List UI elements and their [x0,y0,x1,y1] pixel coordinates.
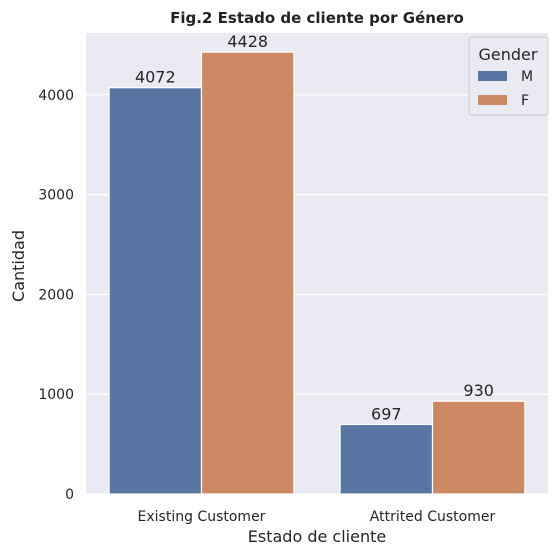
y-axis-ticks: 0 1000 2000 3000 4000 [38,88,74,503]
bar-F [200,51,295,495]
y-tick-label: 4000 [38,88,74,104]
legend-swatch-F [478,95,507,105]
x-tick-label: Existing Customer [138,509,266,525]
data-label: 697 [371,404,402,423]
bar-M [339,423,434,495]
y-tick-label: 0 [65,487,74,503]
data-labels: 4072 4428 697 930 [135,32,494,423]
data-label: 4428 [227,32,268,51]
legend-title: Gender [479,45,538,64]
x-tick-label: Attrited Customer [370,509,496,525]
legend-items: MF [478,69,533,109]
x-axis-label: Estado de cliente [248,527,386,546]
legend: Gender MF [468,36,549,116]
legend-label: F [521,93,529,109]
y-tick-label: 1000 [38,387,74,403]
legend-label: M [521,69,533,85]
data-label: 930 [463,381,494,400]
y-axis-label: Cantidad [9,230,28,302]
bar-M [108,87,203,495]
chart-title: Fig.2 Estado de cliente por Género [170,9,464,27]
bars [108,51,526,495]
y-tick-label: 2000 [38,287,74,303]
legend-swatch-M [478,71,507,81]
x-axis-ticks: Existing Customer Attrited Customer [138,509,496,525]
bar-F [431,400,526,495]
y-tick-label: 3000 [38,188,74,204]
data-label: 4072 [135,68,176,87]
